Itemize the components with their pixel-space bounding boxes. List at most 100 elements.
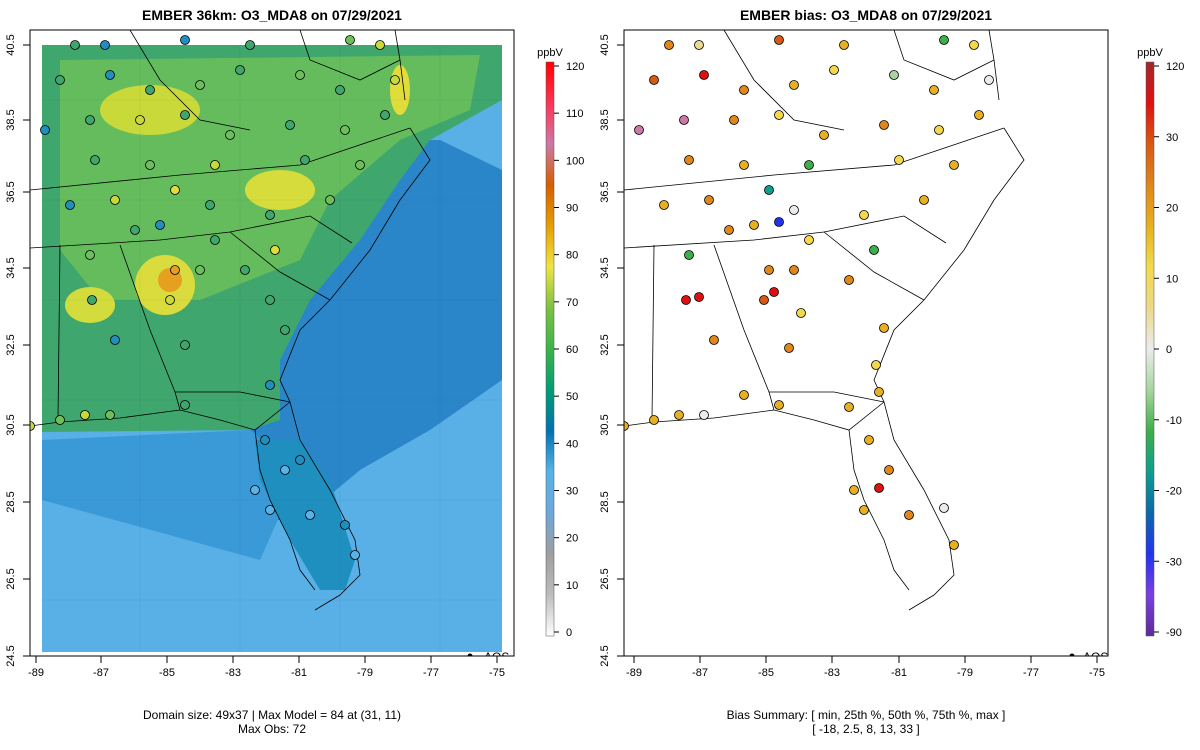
bias-marker[interactable] [864, 435, 874, 445]
bias-marker[interactable] [879, 120, 889, 130]
bias-marker[interactable] [774, 400, 784, 410]
obs-marker[interactable] [305, 510, 315, 520]
bias-marker[interactable] [929, 85, 939, 95]
obs-marker[interactable] [345, 35, 355, 45]
obs-marker[interactable] [250, 485, 260, 495]
obs-marker[interactable] [170, 265, 180, 275]
bias-marker[interactable] [844, 402, 854, 412]
bias-marker[interactable] [664, 40, 674, 50]
obs-marker[interactable] [350, 550, 360, 560]
bias-marker[interactable] [859, 505, 869, 515]
obs-marker[interactable] [135, 115, 145, 125]
bias-marker[interactable] [764, 265, 774, 275]
obs-marker[interactable] [195, 80, 205, 90]
bias-marker[interactable] [739, 85, 749, 95]
bias-marker[interactable] [739, 160, 749, 170]
bias-marker[interactable] [969, 40, 979, 50]
obs-marker[interactable] [165, 295, 175, 305]
obs-marker[interactable] [245, 40, 255, 50]
bias-marker[interactable] [894, 155, 904, 165]
obs-marker[interactable] [210, 235, 220, 245]
bias-marker[interactable] [804, 160, 814, 170]
bias-marker[interactable] [904, 510, 914, 520]
obs-marker[interactable] [170, 185, 180, 195]
obs-marker[interactable] [295, 455, 305, 465]
obs-marker[interactable] [55, 75, 65, 85]
bias-marker[interactable] [649, 75, 659, 85]
obs-marker[interactable] [40, 125, 50, 135]
obs-marker[interactable] [145, 85, 155, 95]
bias-marker[interactable] [869, 245, 879, 255]
bias-marker[interactable] [829, 65, 839, 75]
obs-marker[interactable] [26, 421, 35, 431]
bias-marker[interactable] [984, 75, 994, 85]
obs-marker[interactable] [65, 200, 75, 210]
obs-marker[interactable] [85, 115, 95, 125]
obs-marker[interactable] [55, 415, 65, 425]
bias-marker[interactable] [674, 410, 684, 420]
obs-marker[interactable] [85, 250, 95, 260]
bias-marker[interactable] [679, 115, 689, 125]
obs-marker[interactable] [130, 225, 140, 235]
obs-marker[interactable] [195, 265, 205, 275]
obs-marker[interactable] [205, 200, 215, 210]
obs-marker[interactable] [180, 110, 190, 120]
bias-marker[interactable] [839, 40, 849, 50]
obs-marker[interactable] [110, 195, 120, 205]
obs-marker[interactable] [265, 505, 275, 515]
obs-marker[interactable] [180, 340, 190, 350]
obs-marker[interactable] [110, 335, 120, 345]
obs-marker[interactable] [300, 155, 310, 165]
obs-marker[interactable] [270, 245, 280, 255]
bias-marker[interactable] [774, 35, 784, 45]
bias-marker[interactable] [889, 70, 899, 80]
bias-marker[interactable] [884, 465, 894, 475]
bias-marker[interactable] [949, 540, 959, 550]
bias-marker[interactable] [704, 195, 714, 205]
bias-marker[interactable] [681, 295, 691, 305]
bias-marker[interactable] [729, 115, 739, 125]
bias-marker[interactable] [709, 335, 719, 345]
obs-marker[interactable] [70, 40, 80, 50]
obs-marker[interactable] [100, 40, 110, 50]
obs-marker[interactable] [210, 160, 220, 170]
bias-marker[interactable] [774, 110, 784, 120]
obs-marker[interactable] [80, 410, 90, 420]
obs-marker[interactable] [225, 130, 235, 140]
bias-marker[interactable] [859, 210, 869, 220]
obs-marker[interactable] [265, 295, 275, 305]
obs-marker[interactable] [375, 40, 385, 50]
bias-marker[interactable] [769, 287, 779, 297]
bias-marker[interactable] [699, 70, 709, 80]
bias-marker[interactable] [699, 410, 709, 420]
obs-marker[interactable] [325, 195, 335, 205]
obs-marker[interactable] [265, 210, 275, 220]
obs-marker[interactable] [105, 410, 115, 420]
bias-marker[interactable] [764, 185, 774, 195]
obs-marker[interactable] [240, 265, 250, 275]
obs-marker[interactable] [280, 325, 290, 335]
obs-marker[interactable] [390, 75, 400, 85]
obs-marker[interactable] [340, 520, 350, 530]
obs-marker[interactable] [295, 70, 305, 80]
bias-marker[interactable] [620, 421, 629, 431]
obs-marker[interactable] [335, 85, 345, 95]
bias-marker[interactable] [749, 220, 759, 230]
bias-marker[interactable] [789, 205, 799, 215]
bias-marker[interactable] [659, 200, 669, 210]
obs-marker[interactable] [285, 120, 295, 130]
bias-marker[interactable] [784, 343, 794, 353]
bias-marker[interactable] [871, 360, 881, 370]
bias-marker[interactable] [819, 130, 829, 140]
obs-marker[interactable] [355, 160, 365, 170]
obs-marker[interactable] [380, 110, 390, 120]
bias-marker[interactable] [684, 250, 694, 260]
bias-marker[interactable] [919, 195, 929, 205]
bias-marker[interactable] [844, 275, 854, 285]
bias-marker[interactable] [684, 155, 694, 165]
bias-marker[interactable] [739, 390, 749, 400]
bias-marker[interactable] [724, 225, 734, 235]
bias-marker[interactable] [934, 125, 944, 135]
obs-marker[interactable] [87, 295, 97, 305]
bias-marker[interactable] [796, 308, 806, 318]
